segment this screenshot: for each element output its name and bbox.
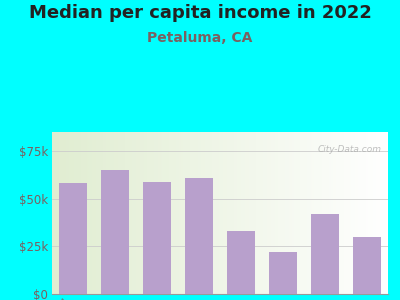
Text: Petaluma, CA: Petaluma, CA: [147, 32, 253, 46]
Bar: [59, 184, 87, 294]
Bar: [311, 214, 339, 294]
Text: City-Data.com: City-Data.com: [317, 145, 381, 154]
Bar: [185, 178, 213, 294]
Bar: [269, 252, 297, 294]
Text: Median per capita income in 2022: Median per capita income in 2022: [28, 4, 372, 22]
Bar: [353, 237, 381, 294]
Bar: [101, 170, 129, 294]
Bar: [227, 231, 255, 294]
Bar: [143, 182, 171, 294]
